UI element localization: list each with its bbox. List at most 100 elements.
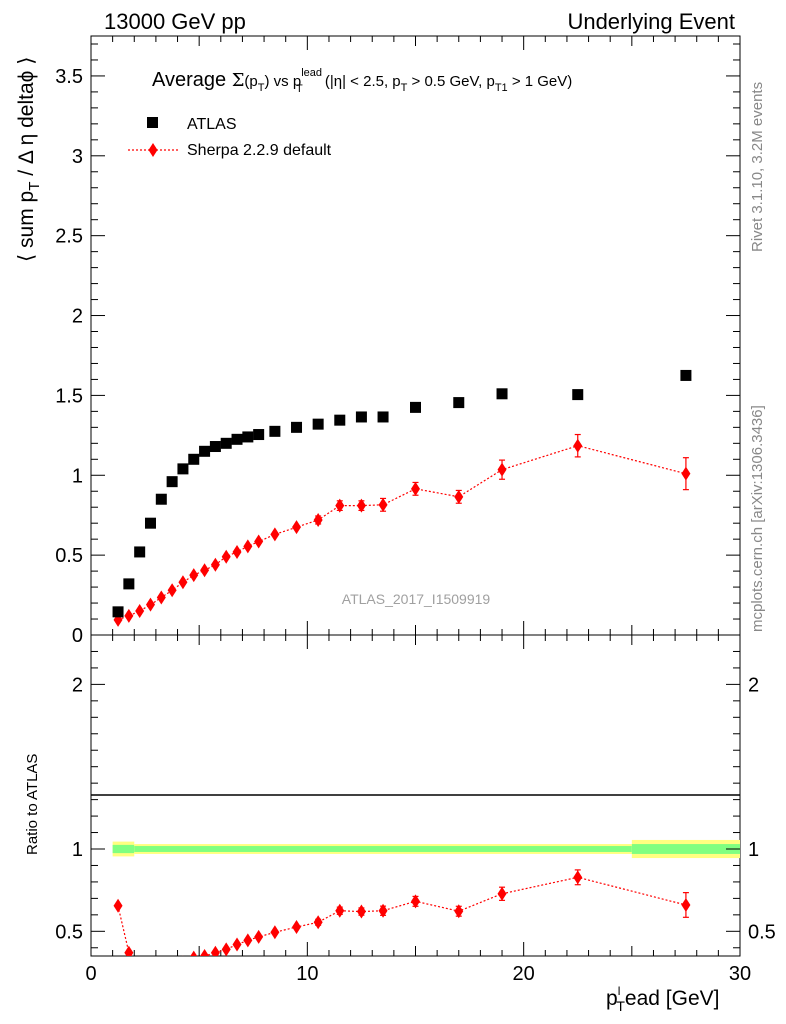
- sherpa-ratio-point: [573, 870, 583, 885]
- plot-title-vs-sub: T: [296, 83, 303, 95]
- mcplots-text: mcplots.cern.ch [arXiv:1306.3436]: [749, 405, 766, 632]
- plot-title-rest2: > 0.5 GeV, p: [407, 73, 494, 90]
- sherpa-ratio-point: [124, 945, 134, 956]
- sherpa-main-point: [135, 604, 145, 619]
- ratio-band-inner: [112, 844, 135, 854]
- atlas-main-point: [134, 546, 146, 558]
- plot-title-rest2-sub: T1: [495, 82, 508, 94]
- main-y-tick-label: 3: [72, 146, 83, 168]
- main-y-tick-label: 0: [72, 625, 83, 647]
- atlas-main-point: [220, 437, 232, 449]
- atlas-main-point: [209, 441, 221, 453]
- ratio-y-tick-label-left: 0.5: [55, 921, 83, 943]
- sherpa-ratio-point: [335, 903, 345, 918]
- header-right: Underlying Event: [567, 9, 735, 34]
- plot-title-sigma-arg: (p: [244, 73, 257, 90]
- legend-atlas-label: ATLAS: [187, 116, 237, 133]
- sherpa-main-point: [167, 583, 177, 598]
- sherpa-main-point: [335, 498, 345, 513]
- sherpa-main-point: [454, 489, 464, 504]
- ratio-series-group: [113, 869, 691, 976]
- sherpa-ratio-point: [232, 937, 242, 952]
- atlas-main-point: [496, 388, 508, 400]
- x-axis-label-sup: l: [618, 984, 621, 998]
- sherpa-ratio-point: [190, 950, 198, 956]
- sherpa-main-point: [124, 608, 134, 623]
- atlas-main-point: [377, 411, 389, 423]
- atlas-main-point: [242, 431, 254, 443]
- atlas-main-point: [253, 429, 265, 441]
- sherpa-ratio-point: [113, 898, 123, 913]
- atlas-main-point: [269, 425, 281, 437]
- plot-title-rest1: (|η| < 2.5, p: [321, 73, 401, 90]
- axis-ticks: [90, 36, 741, 956]
- ratio-y-tick-label-right: 0.5: [748, 921, 776, 943]
- sherpa-main-point: [270, 527, 280, 542]
- x-axis-label-rest: ead [GeV]: [625, 987, 720, 1010]
- sherpa-main-point: [232, 544, 242, 559]
- sherpa-main-point: [221, 549, 231, 564]
- plot-title: Average Σ(pT) vs plead T (|η| < 2.5, pT >…: [152, 67, 572, 95]
- sherpa-ratio-point: [200, 949, 210, 956]
- atlas-main-point: [231, 433, 243, 445]
- sherpa-ratio-point: [292, 920, 302, 935]
- sherpa-ratio-point: [157, 961, 166, 975]
- atlas-main-point: [123, 578, 135, 590]
- main-y-axis-label-part2: / Δ η deltaϕ ⟩: [15, 57, 38, 182]
- x-axis-label: pl Tead [GeV]: [606, 984, 719, 1014]
- atlas-main-point: [355, 411, 367, 423]
- sherpa-ratio-point: [135, 959, 144, 973]
- plot-title-avg: Average: [152, 69, 232, 91]
- legend-sherpa-label: Sherpa 2.2.9 default: [187, 142, 332, 159]
- main-y-tick-label: 0.5: [55, 545, 83, 567]
- main-y-axis-label: ⟨ sum pT / Δ η deltaϕ ⟩: [15, 57, 43, 262]
- sherpa-main-point: [210, 557, 220, 572]
- atlas-main-point: [680, 369, 692, 381]
- plot-title-vs-sup: lead: [301, 67, 322, 79]
- legend-sherpa-marker: [148, 143, 158, 157]
- atlas-main-point: [144, 517, 156, 529]
- header-left: 13000 GeV pp: [104, 9, 246, 34]
- plot-title-vs: vs p: [270, 73, 302, 90]
- sherpa-ratio-point: [182, 955, 184, 956]
- sherpa-main-point: [356, 498, 366, 513]
- sherpa-main-point: [313, 512, 323, 527]
- x-tick-label: 30: [729, 963, 751, 985]
- ratio-y-tick-label-left: 1: [72, 839, 83, 861]
- atlas-main-point: [312, 418, 324, 430]
- sherpa-ratio-point: [681, 897, 691, 912]
- ratio-band-inner: [134, 846, 632, 852]
- sherpa-main-point: [681, 466, 691, 481]
- sherpa-ratio-point: [497, 886, 507, 901]
- ratio-y-axis-label: Ratio to ATLAS: [24, 754, 41, 855]
- main-y-axis-label-sub: T: [26, 182, 43, 191]
- sherpa-ratio-point: [454, 904, 464, 919]
- atlas-main-point: [334, 414, 346, 426]
- plot-title-sigma-close: ): [265, 73, 270, 90]
- sherpa-main-point: [145, 597, 155, 612]
- axis-tick-labels: 0 10 20 3000.511.522.533.50.5 0.51 12 2: [55, 66, 776, 985]
- sherpa-ratio-point: [146, 962, 155, 976]
- atlas-main-point: [291, 421, 303, 433]
- sherpa-ratio-point: [243, 933, 253, 948]
- sherpa-main-point: [378, 497, 388, 512]
- sherpa-main-point: [411, 481, 420, 496]
- main-y-tick-label: 3.5: [55, 66, 83, 88]
- atlas-main-point: [112, 606, 124, 618]
- main-y-tick-label: 1.5: [55, 385, 83, 407]
- sherpa-main-point: [156, 590, 166, 605]
- plot-title-rest3: > 1 GeV): [508, 73, 573, 90]
- sherpa-ratio-point: [210, 945, 220, 956]
- atlas-main-point: [166, 476, 178, 488]
- ratio-y-tick-label-left: 2: [72, 674, 83, 696]
- x-tick-label: 10: [296, 963, 318, 985]
- sherpa-ratio-point: [254, 929, 264, 944]
- plot-title-sigma-sub: T: [258, 82, 265, 94]
- sherpa-ratio-point: [411, 894, 420, 909]
- sherpa-ratio-point: [168, 959, 177, 973]
- sherpa-main-point: [243, 539, 253, 554]
- x-tick-label: 0: [85, 963, 96, 985]
- atlas-main-point: [177, 463, 189, 475]
- analysis-watermark: ATLAS_2017_I1509919: [342, 591, 491, 607]
